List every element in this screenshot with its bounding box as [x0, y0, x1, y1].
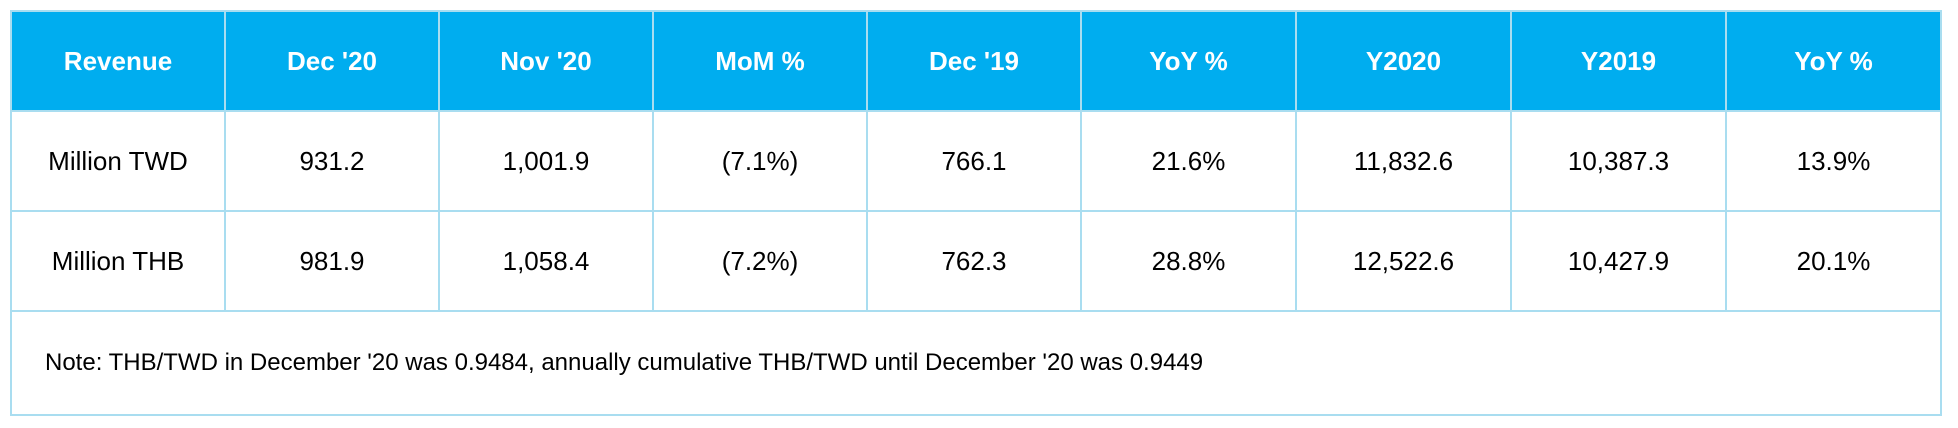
note-text: Note: THB/TWD in December '20 was 0.9484…	[10, 310, 1942, 416]
table-cell: 981.9	[224, 210, 440, 312]
table-cell: 762.3	[866, 210, 1082, 312]
header-cell-dec-19: Dec '19	[866, 10, 1082, 112]
revenue-table: Revenue Dec '20 Nov '20 MoM % Dec '19 Yo…	[10, 10, 1942, 416]
note-row: Note: THB/TWD in December '20 was 0.9484…	[10, 310, 1942, 416]
table-cell: 28.8%	[1080, 210, 1297, 312]
table-cell: (7.2%)	[652, 210, 868, 312]
table-cell: 20.1%	[1725, 210, 1942, 312]
table-cell: (7.1%)	[652, 110, 868, 212]
header-cell-nov-20: Nov '20	[438, 10, 654, 112]
header-cell-y2019: Y2019	[1510, 10, 1727, 112]
header-row: Revenue Dec '20 Nov '20 MoM % Dec '19 Yo…	[10, 10, 1942, 112]
table-cell: 10,387.3	[1510, 110, 1727, 212]
table-cell: 766.1	[866, 110, 1082, 212]
header-cell-y2020: Y2020	[1295, 10, 1512, 112]
table-cell: 1,001.9	[438, 110, 654, 212]
header-cell-revenue: Revenue	[10, 10, 226, 112]
table-cell: 21.6%	[1080, 110, 1297, 212]
table-cell: 10,427.9	[1510, 210, 1727, 312]
table-cell: 12,522.6	[1295, 210, 1512, 312]
row-label-cell: Million TWD	[10, 110, 226, 212]
header-cell-yoy-pct-month: YoY %	[1080, 10, 1297, 112]
table-cell: 931.2	[224, 110, 440, 212]
table-row-twd: Million TWD 931.2 1,001.9 (7.1%) 766.1 2…	[10, 110, 1942, 212]
revenue-table-container: Revenue Dec '20 Nov '20 MoM % Dec '19 Yo…	[10, 10, 1942, 416]
table-row-thb: Million THB 981.9 1,058.4 (7.2%) 762.3 2…	[10, 210, 1942, 312]
table-cell: 1,058.4	[438, 210, 654, 312]
table-cell: 13.9%	[1725, 110, 1942, 212]
header-cell-yoy-pct-year: YoY %	[1725, 10, 1942, 112]
table-cell: 11,832.6	[1295, 110, 1512, 212]
row-label-cell: Million THB	[10, 210, 226, 312]
header-cell-mom-pct: MoM %	[652, 10, 868, 112]
header-cell-dec-20: Dec '20	[224, 10, 440, 112]
